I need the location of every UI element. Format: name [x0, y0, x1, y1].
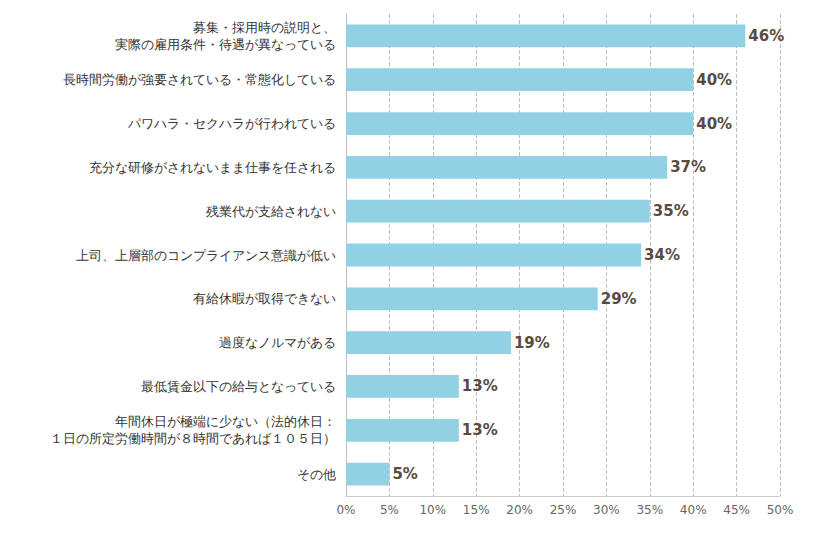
svg-text:募集・採用時の説明と、: 募集・採用時の説明と、	[193, 20, 336, 35]
svg-text:35%: 35%	[653, 202, 689, 220]
svg-text:30%: 30%	[593, 503, 620, 517]
svg-text:5%: 5%	[380, 503, 399, 517]
svg-text:5%: 5%	[392, 465, 417, 483]
svg-text:有給休暇が取得できない: 有給休暇が取得できない	[193, 291, 336, 306]
svg-text:上司、上層部のコンプライアンス意識が低い: 上司、上層部のコンプライアンス意識が低い	[76, 248, 336, 263]
svg-text:13%: 13%	[462, 377, 498, 395]
svg-text:40%: 40%	[680, 503, 707, 517]
svg-text:過度なノルマがある: 過度なノルマがある	[219, 335, 336, 350]
svg-text:34%: 34%	[644, 246, 680, 264]
svg-text:実際の雇用条件・待遇が異なっている: 実際の雇用条件・待遇が異なっている	[115, 37, 336, 52]
svg-text:25%: 25%	[550, 503, 577, 517]
svg-text:19%: 19%	[514, 334, 550, 352]
svg-text:長時間労働が強要されている・常態化している: 長時間労働が強要されている・常態化している	[63, 72, 336, 87]
svg-text:13%: 13%	[462, 421, 498, 439]
svg-text:年間休日が極端に少ない（法的休日：: 年間休日が極端に少ない（法的休日：	[115, 414, 336, 429]
svg-text:40%: 40%	[696, 115, 732, 133]
svg-text:残業代が支給されない: 残業代が支給されない	[206, 204, 336, 219]
svg-text:40%: 40%	[696, 71, 732, 89]
svg-text:37%: 37%	[670, 158, 706, 176]
svg-text:充分な研修がされないまま仕事を任される: 充分な研修がされないまま仕事を任される	[89, 160, 336, 175]
svg-text:35%: 35%	[636, 503, 663, 517]
svg-text:50%: 50%	[767, 503, 794, 517]
svg-text:29%: 29%	[601, 290, 637, 308]
svg-text:パワハラ・セクハラが行われている: パワハラ・セクハラが行われている	[127, 116, 336, 131]
svg-text:10%: 10%	[419, 503, 446, 517]
svg-text:その他: その他	[297, 467, 336, 482]
svg-text:１日の所定労働時間が８時間であれば１０５日）: １日の所定労働時間が８時間であれば１０５日）	[50, 431, 336, 446]
svg-text:最低賃金以下の給与となっている: 最低賃金以下の給与となっている	[141, 379, 336, 394]
svg-text:0%: 0%	[336, 503, 355, 517]
svg-text:45%: 45%	[723, 503, 750, 517]
svg-text:20%: 20%	[506, 503, 533, 517]
svg-text:15%: 15%	[463, 503, 490, 517]
svg-text:46%: 46%	[748, 27, 784, 45]
